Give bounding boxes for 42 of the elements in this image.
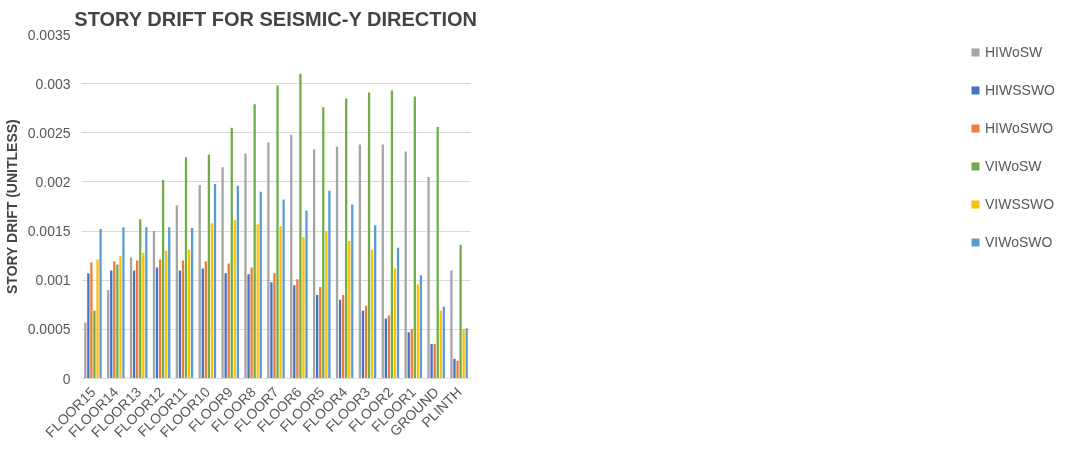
bar: [302, 236, 305, 379]
legend-label: HIWoSWO: [985, 120, 1054, 136]
bar: [296, 279, 299, 379]
bar: [90, 262, 93, 379]
bar: [276, 85, 279, 379]
bar: [99, 229, 102, 379]
bar: [450, 270, 453, 379]
y-tick-label: 0.0025: [27, 124, 71, 141]
bar: [270, 282, 273, 379]
bar: [250, 267, 253, 379]
bar: [87, 273, 90, 379]
legend-label: VIWoSWO: [985, 234, 1053, 250]
legend-label: HIWoSW: [985, 44, 1043, 60]
bar: [96, 259, 99, 379]
y-tick-label: 0.0005: [27, 321, 71, 338]
chart-title: STORY DRIFT FOR SEISMIC-Y DIRECTION: [74, 7, 477, 30]
bar: [244, 153, 247, 379]
bar: [119, 255, 122, 379]
bar: [253, 104, 256, 379]
bar: [93, 310, 96, 379]
bar: [279, 226, 282, 379]
bar: [299, 73, 302, 379]
y-axis-title: STORY DRIFT (UNITLESS): [3, 119, 20, 294]
bar: [221, 167, 224, 379]
bar: [122, 227, 125, 379]
legend-label: HIWSSWO: [985, 82, 1055, 98]
bar: [459, 244, 462, 379]
bar: [273, 273, 276, 379]
legend-label: VIWoSW: [985, 158, 1042, 174]
bar: [305, 210, 308, 379]
legend-label: VIWSSWO: [985, 196, 1055, 212]
y-tick-label: 0.0015: [27, 223, 71, 240]
bar: [282, 199, 285, 379]
bar: [427, 177, 430, 379]
y-tick-label: 0: [62, 370, 71, 387]
y-tick-label: 0.002: [35, 173, 71, 190]
bar: [267, 142, 270, 379]
bar: [247, 274, 250, 379]
y-tick-label: 0.003: [35, 75, 71, 92]
y-tick-label: 0.001: [35, 272, 71, 289]
bar: [328, 190, 331, 379]
y-tick-label: 0.0035: [27, 26, 71, 43]
